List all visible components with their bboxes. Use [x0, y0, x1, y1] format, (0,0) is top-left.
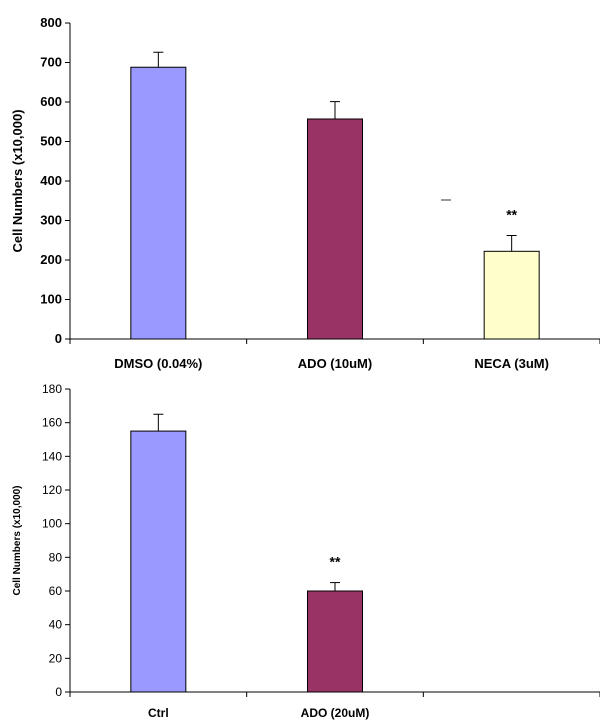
- significance-label: **: [330, 554, 341, 570]
- y-tick-label: 140: [42, 449, 62, 463]
- category-label: NECA (3uM): [474, 356, 549, 371]
- y-tick-label: 180: [42, 382, 62, 396]
- y-tick-label: 500: [40, 134, 62, 149]
- y-tick-label: 0: [55, 331, 62, 346]
- significance-label: **: [506, 207, 517, 223]
- y-tick-label: 600: [40, 94, 62, 109]
- chart-top: 0 100 200 300 400 500 600 700 800 Cell Numbers (x…: [10, 15, 600, 371]
- y-axis-label: Cell Numbers (x10,000): [10, 109, 25, 252]
- y-tick-label: 400: [40, 173, 62, 188]
- bar: [130, 430, 187, 693]
- y-tick-label: 700: [40, 55, 62, 70]
- y-tick-label: 40: [49, 618, 63, 632]
- y-tick-label: 300: [40, 213, 62, 228]
- bar: [307, 590, 363, 693]
- y-tick-label: 160: [42, 416, 62, 430]
- y-tick-label: 20: [49, 651, 63, 665]
- y-tick-label: 120: [42, 483, 62, 497]
- chart-bottom: 0 20 40 60 80 100 120 140 160 180 Cell Numbers (x1…: [12, 382, 600, 720]
- category-label: ADO (10uM): [298, 356, 372, 371]
- bar: [483, 250, 540, 340]
- y-tick-label: 80: [49, 550, 63, 564]
- bar: [130, 66, 187, 340]
- bar: [307, 118, 363, 340]
- y-tick-label: 0: [55, 685, 62, 699]
- y-tick-label: 200: [40, 252, 62, 267]
- category-label: Ctrl: [148, 706, 169, 720]
- y-axis-label: Cell Numbers (x10,000): [12, 485, 23, 595]
- y-tick-label: 100: [42, 517, 62, 531]
- y-tick-label: 100: [40, 292, 62, 307]
- category-label: ADO (20uM): [301, 706, 370, 720]
- y-tick-label: 60: [49, 584, 63, 598]
- category-label: DMSO (0.04%): [114, 356, 202, 371]
- y-tick-label: 800: [40, 15, 62, 30]
